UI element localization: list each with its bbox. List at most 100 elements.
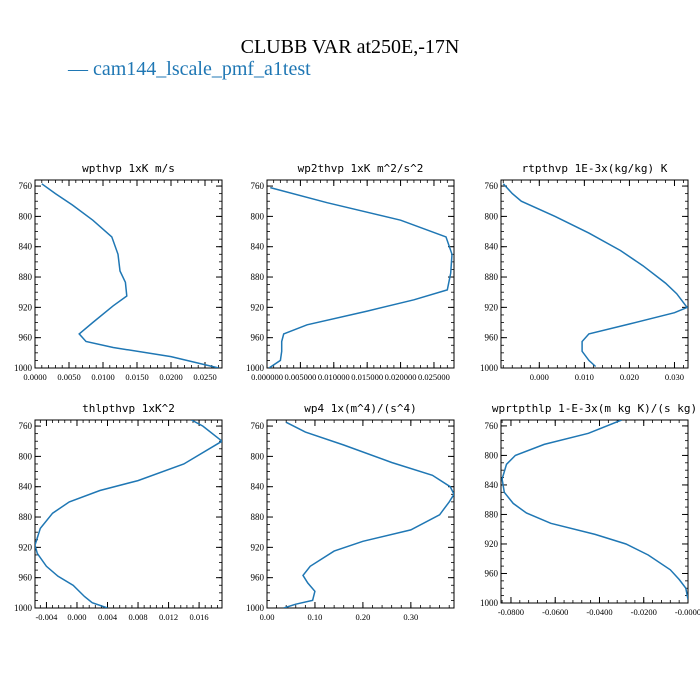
x-tick-label: 0.30 (403, 612, 418, 622)
plot-frame (500, 419, 689, 604)
y-tick-label: 920 (19, 542, 33, 552)
y-tick-label: 920 (251, 302, 265, 312)
x-tick-label: 0.016 (190, 612, 209, 622)
x-tick-label: 0.0100 (91, 372, 114, 382)
y-tick-label: 920 (485, 302, 499, 312)
profile-line (35, 420, 222, 608)
profile-line (502, 183, 688, 368)
x-tick-label: 0.020000 (385, 372, 417, 382)
x-tick-label: 0.030 (665, 372, 684, 382)
x-tick-label: 0.0000 (23, 372, 46, 382)
y-tick-label: 840 (485, 480, 499, 490)
plot-frame (266, 419, 455, 609)
x-tick-label: 0.0200 (159, 372, 182, 382)
y-tick-label: 840 (251, 482, 265, 492)
panel-title: wp4 1x(m^4)/(s^4) (304, 402, 417, 415)
y-tick-label: 760 (485, 181, 499, 191)
chart-panel-2: wp2thvp 1xK m^2/s^2 0.000000 0.005000 0.010… (246, 162, 455, 382)
chart-panel-3: rtpthvp 1E-3x(kg/kg) K 0.000 0.010 0.020 0.0… (480, 162, 689, 382)
y-tick-label: 800 (251, 211, 265, 221)
y-tick-label: 800 (251, 451, 265, 461)
x-tick-label: 0.025000 (418, 372, 450, 382)
x-tick-label: 0.000 (67, 612, 86, 622)
panel-title: thlpthvp 1xK^2 (82, 402, 175, 415)
y-tick-label: 920 (485, 539, 499, 549)
x-tick-label: -0.004 (35, 612, 58, 622)
y-tick-label: 880 (485, 509, 499, 519)
y-tick-label: 960 (251, 333, 265, 343)
y-tick-label: 880 (485, 272, 499, 282)
x-tick-label: 0.000000 (251, 372, 283, 382)
plot-frame (34, 179, 223, 369)
x-tick-label: 0.008 (128, 612, 147, 622)
x-tick-label: 0.0250 (193, 372, 216, 382)
panel-title: wprtpthlp 1-E-3x(m kg K)/(s kg) (492, 402, 697, 415)
x-tick-label: 0.020 (620, 372, 639, 382)
y-tick-label: 800 (19, 211, 33, 221)
y-tick-label: 1000 (14, 363, 33, 373)
x-tick-label: 0.005000 (284, 372, 316, 382)
y-tick-label: 1000 (14, 603, 33, 613)
y-tick-label: 880 (251, 272, 265, 282)
y-tick-label: 800 (485, 450, 499, 460)
y-tick-label: 760 (19, 181, 33, 191)
y-tick-label: 1000 (246, 363, 265, 373)
y-tick-label: 920 (251, 542, 265, 552)
y-tick-label: 1000 (480, 363, 499, 373)
panel-title: wpthvp 1xK m/s (82, 162, 175, 175)
y-tick-label: 760 (19, 421, 33, 431)
chart-panel-6: wprtpthlp 1-E-3x(m kg K)/(s kg) -0.0800 -0… (480, 402, 700, 617)
y-tick-label: 880 (19, 272, 33, 282)
panel-title: wp2thvp 1xK m^2/s^2 (298, 162, 424, 175)
x-tick-label: -0.0800 (498, 607, 524, 617)
x-tick-label: 0.012 (159, 612, 178, 622)
y-tick-label: 1000 (246, 603, 265, 613)
y-tick-label: 760 (251, 421, 265, 431)
y-tick-label: 960 (19, 333, 33, 343)
chart-panel-1: wpthvp 1xK m/s 0.0000 0.0050 0.0100 0.0150 0.… (14, 162, 223, 382)
y-tick-label: 960 (251, 573, 265, 583)
y-tick-label: 1000 (480, 598, 499, 608)
x-tick-label: 0.010 (575, 372, 594, 382)
y-tick-label: 800 (19, 451, 33, 461)
x-tick-label: 0.0050 (57, 372, 80, 382)
plot-frame (266, 179, 455, 369)
y-tick-label: 800 (485, 211, 499, 221)
y-tick-label: 880 (251, 512, 265, 522)
plot-frame (34, 419, 223, 609)
x-tick-label: 0.20 (355, 612, 370, 622)
x-tick-label: -0.0600 (542, 607, 568, 617)
x-tick-label: 0.10 (308, 612, 323, 622)
legend-label: cam144_lscale_pmf_a1test (93, 58, 311, 80)
x-tick-label: -0.0000 (675, 607, 700, 617)
profile-line (268, 186, 453, 368)
y-tick-label: 960 (485, 568, 499, 578)
y-tick-label: 960 (485, 333, 499, 343)
x-tick-label: -0.0400 (586, 607, 612, 617)
x-tick-label: -0.0200 (631, 607, 657, 617)
panel-title: rtpthvp 1E-3x(kg/kg) K (522, 162, 668, 175)
y-tick-label: 840 (485, 242, 499, 252)
plot-frame (500, 179, 689, 369)
y-tick-label: 840 (19, 482, 33, 492)
x-tick-label: 0.010000 (318, 372, 350, 382)
x-tick-label: 0.0150 (125, 372, 148, 382)
x-tick-label: 0.015000 (351, 372, 383, 382)
legend-line-icon: — (68, 58, 88, 80)
profile-line (501, 420, 688, 600)
profile-line (283, 421, 454, 608)
y-tick-label: 760 (251, 181, 265, 191)
y-tick-label: 880 (19, 512, 33, 522)
y-tick-label: 840 (19, 242, 33, 252)
y-tick-label: 960 (19, 573, 33, 583)
x-tick-label: 0.004 (98, 612, 118, 622)
profile-line (41, 183, 219, 368)
x-tick-label: 0.00 (260, 612, 275, 622)
y-tick-label: 760 (485, 421, 499, 431)
chart-panel-5: wp4 1x(m^4)/(s^4) 0.00 0.10 0.20 0.30 760 800 8… (246, 402, 455, 622)
legend: — cam144_lscale_pmf_a1test (68, 58, 311, 81)
chart-panel-4: thlpthvp 1xK^2 -0.004 0.000 0.004 0.008 0.012… (14, 402, 223, 622)
y-tick-label: 840 (251, 242, 265, 252)
y-tick-label: 920 (19, 302, 33, 312)
